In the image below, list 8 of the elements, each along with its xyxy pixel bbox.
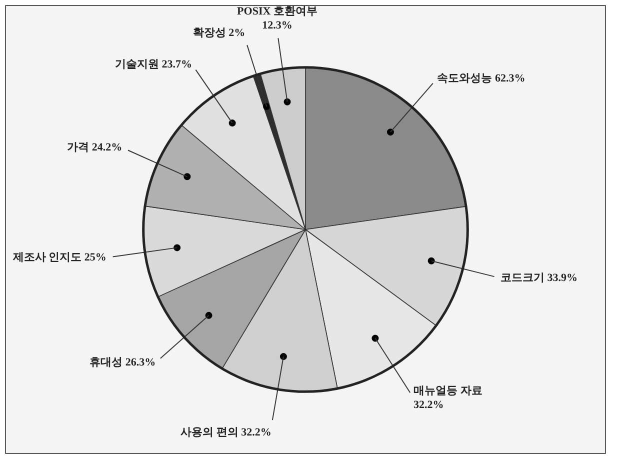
slice-label: 코드크기 33.9% bbox=[500, 272, 578, 284]
slice-label: 사용의 편의 32.2% bbox=[180, 426, 272, 438]
slice-label: 가격 24.2% bbox=[67, 142, 122, 154]
slice-label: 기술지원 23.7% bbox=[115, 58, 192, 71]
slice-label: 제조사 인지도 25% bbox=[12, 252, 106, 264]
slice-label: 속도와성능 62.3% bbox=[437, 72, 526, 84]
slice-label: 매뉴얼등 자료 32.2% bbox=[414, 384, 482, 412]
slice-label: 휴대성 26.3% bbox=[90, 356, 156, 369]
